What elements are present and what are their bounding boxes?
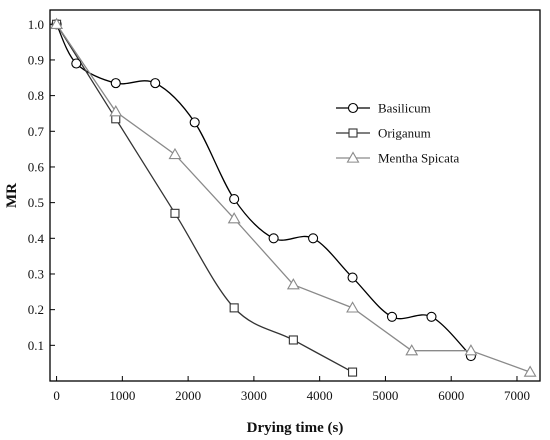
data-point-basilicum <box>426 311 437 322</box>
data-point-mentha-spicata <box>50 17 64 29</box>
y-tick-label: 0.9 <box>28 52 44 67</box>
legend-label-mentha-spicata: Mentha Spicata <box>378 151 459 166</box>
y-tick-label: 0.5 <box>28 195 44 210</box>
y-tick-label: 0.2 <box>28 302 44 317</box>
y-tick-label: 1.0 <box>28 17 44 32</box>
data-point-origanum <box>170 208 180 218</box>
y-tick-label: 0.6 <box>28 159 45 174</box>
data-point-origanum <box>229 303 239 313</box>
x-tick-label: 0 <box>53 388 60 403</box>
x-tick-label: 5000 <box>372 388 398 403</box>
y-tick-label: 0.1 <box>28 338 44 353</box>
x-axis-title: Drying time (s) <box>247 420 344 436</box>
data-point-basilicum <box>386 311 398 322</box>
data-point-mentha-spicata <box>109 105 123 117</box>
y-tick-label: 0.8 <box>28 88 44 103</box>
data-point-mentha-spicata <box>405 344 419 356</box>
plot-frame <box>49 9 541 382</box>
data-point-basilicum <box>347 272 358 283</box>
data-point-basilicum <box>308 233 319 244</box>
x-tick-label: 6000 <box>438 388 464 403</box>
data-point-basilicum <box>229 194 240 205</box>
x-tick-label: 7000 <box>504 388 530 403</box>
series-line-mentha-spicata <box>56 23 531 373</box>
x-tick-label: 3000 <box>241 388 267 403</box>
legend-label-origanum: Origanum <box>378 126 431 141</box>
x-tick-label: 1000 <box>109 388 135 403</box>
data-point-origanum <box>288 335 298 345</box>
data-point-basilicum <box>150 78 161 89</box>
x-tick-label: 2000 <box>175 388 201 403</box>
data-point-origanum <box>348 367 358 377</box>
data-point-mentha-spicata <box>523 365 537 377</box>
data-point-basilicum <box>268 233 279 244</box>
data-point-mentha-spicata <box>286 278 300 290</box>
data-point-mentha-spicata <box>168 147 182 160</box>
series-line-origanum <box>56 23 353 373</box>
legend-marker-mentha-spicata <box>346 151 360 163</box>
data-point-mentha-spicata <box>227 212 241 224</box>
x-tick-label: 4000 <box>307 388 333 403</box>
data-point-mentha-spicata <box>464 344 478 356</box>
legend-marker-origanum <box>348 128 358 138</box>
data-point-mentha-spicata <box>346 301 359 313</box>
data-point-basilicum <box>71 58 82 69</box>
data-point-basilicum <box>189 117 200 128</box>
y-tick-label: 0.4 <box>28 231 45 246</box>
legend-label-basilicum: Basilicum <box>378 101 431 116</box>
data-point-basilicum <box>110 78 121 89</box>
legend-marker-basilicum <box>347 102 359 114</box>
y-tick-label: 0.7 <box>28 124 45 139</box>
series-line-basilicum <box>55 23 472 357</box>
y-axis-title: MR <box>4 183 20 208</box>
y-tick-label: 0.3 <box>28 266 44 281</box>
